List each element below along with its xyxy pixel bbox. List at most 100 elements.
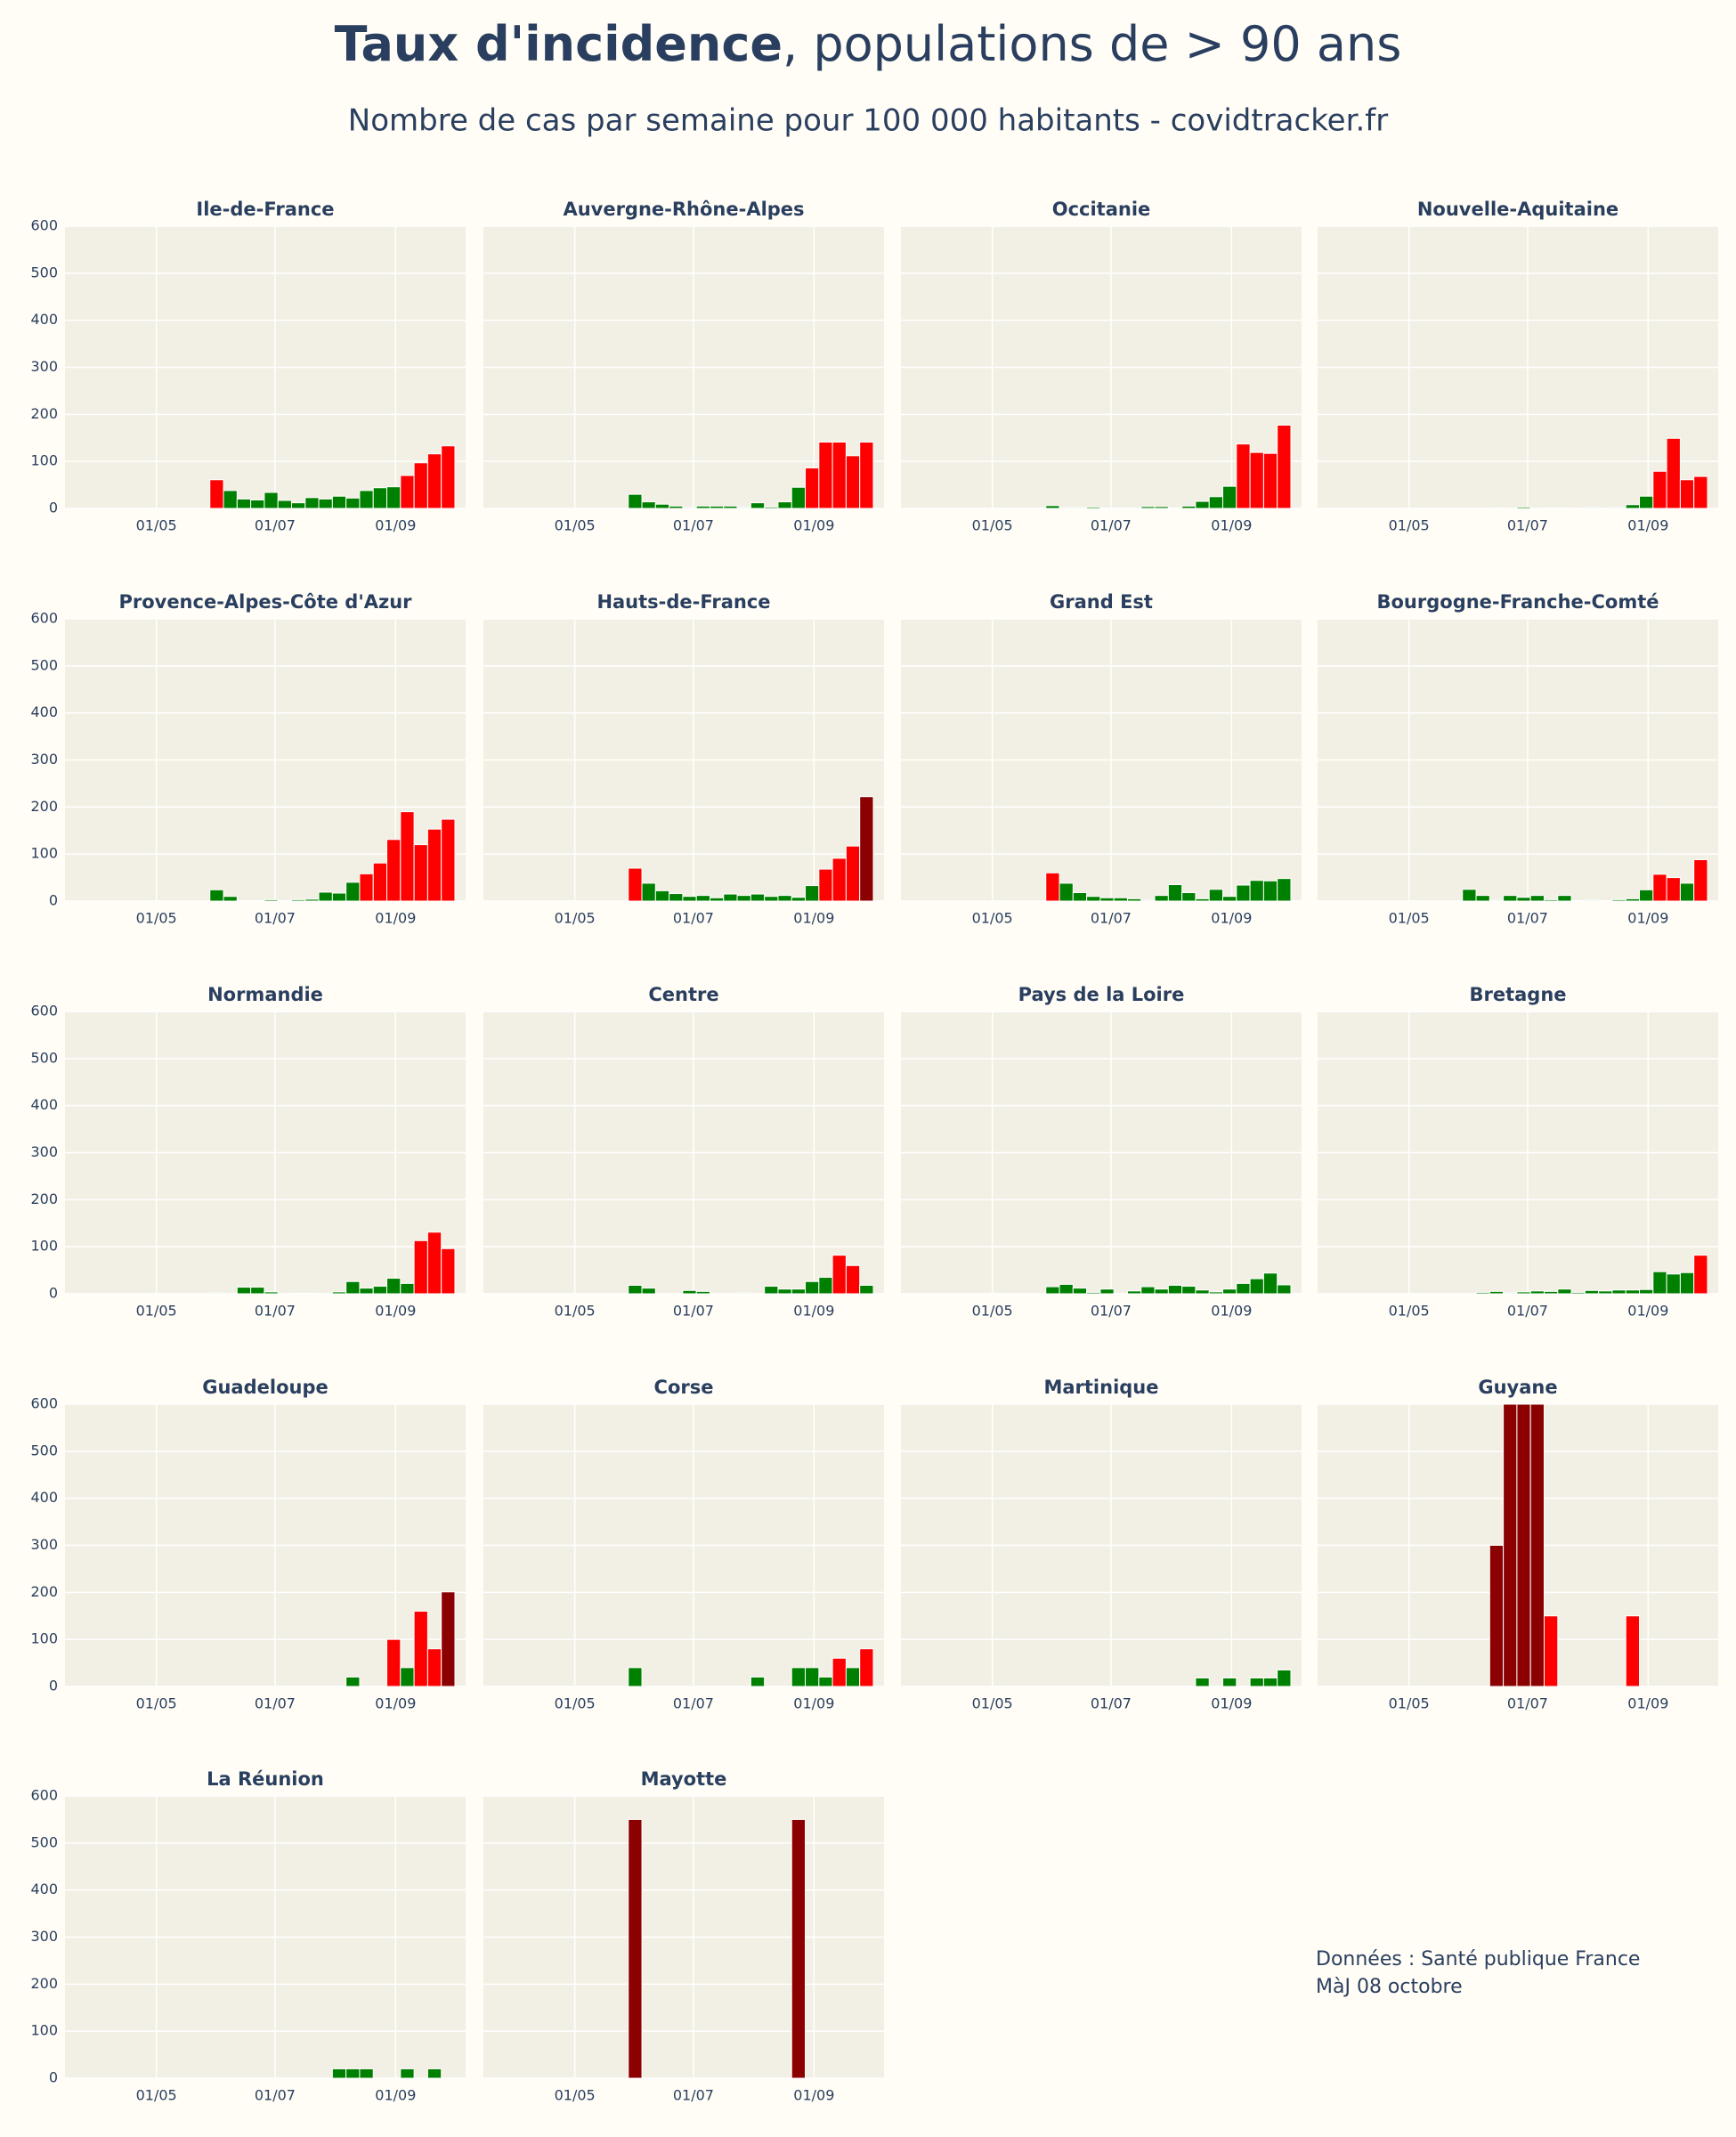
x-tick-label: 01/09 [375,1695,416,1712]
bar [1625,898,1641,902]
y-tick-label: 300 [30,1143,58,1160]
panel-title: Provence-Alpes-Côte d'Azur [118,591,412,613]
bar [386,839,402,902]
bar [236,1287,252,1295]
y-tick-label: 0 [49,892,58,909]
bar [1086,506,1101,509]
bar [1529,1290,1545,1295]
bar [641,882,656,902]
title-rest: , populations de > 90 ans [783,16,1401,72]
title-bold: Taux d'incidence [335,16,783,72]
bar [331,495,347,509]
bar [1557,895,1572,902]
bar [372,862,388,902]
x-tick-label: 01/05 [136,910,177,927]
x-tick-label: 01/07 [673,2087,714,2104]
bar [818,868,833,902]
bar [1208,496,1224,509]
x-tick-label: 01/09 [793,517,834,534]
bar [805,467,820,509]
bar [723,505,738,509]
bar [209,1292,224,1295]
x-tick-label: 01/07 [255,910,296,927]
bar [359,873,374,902]
bar [1277,424,1292,509]
bar [695,1290,710,1295]
bar [1462,889,1477,902]
bar [290,502,306,509]
bar [831,1657,847,1687]
bar [736,895,751,902]
bar [682,896,697,902]
x-tick-label: 01/05 [1389,517,1430,534]
bar [1181,891,1197,902]
bar [1489,899,1505,902]
x-tick-label: 01/09 [1211,910,1252,927]
y-tick-label: 500 [30,1833,58,1850]
bar [400,2068,415,2079]
bar [695,895,710,902]
panel-title: Mayotte [641,1768,727,1790]
bar [1625,504,1641,509]
bar [859,796,874,902]
bar [1503,895,1518,902]
x-tick-label: 01/05 [136,517,177,534]
bar [277,500,292,509]
x-tick-label: 01/07 [1091,517,1132,534]
bar [805,1667,820,1687]
bar [654,503,670,509]
bar [1693,475,1708,509]
x-tick-label: 01/09 [375,910,416,927]
y-tick-label: 400 [30,1881,58,1897]
bar [1249,1278,1264,1295]
bar [400,1667,415,1687]
bar [777,501,792,509]
bar [426,828,442,902]
x-tick-label: 01/05 [555,2087,596,2104]
bar [805,1280,820,1295]
bar [750,1676,766,1687]
y-tick-label: 600 [30,217,58,234]
bar [1666,877,1681,902]
panel-title: Corse [654,1377,714,1398]
panel-title: Guadeloupe [202,1377,328,1398]
bar [764,896,779,902]
bar [426,453,442,509]
bar [223,490,238,509]
bar [1195,1677,1210,1687]
x-tick-label: 01/07 [1507,517,1548,534]
x-tick-label: 01/07 [255,1303,296,1320]
bar [1277,1670,1292,1687]
bar [359,490,374,509]
bar [209,889,224,902]
y-tick-label: 200 [30,1583,58,1600]
bar [736,1292,751,1295]
bar [1625,1289,1641,1295]
panel-title: Grand Est [1050,591,1153,613]
y-tick-label: 300 [30,1536,58,1553]
bar [1570,1291,1586,1295]
bar [1249,880,1264,902]
footnote: MàJ 08 octobre [1316,1976,1463,1998]
bar [1181,1286,1197,1295]
bar [250,1287,265,1295]
bar [1516,1403,1531,1687]
bar [750,502,766,509]
bar [791,1288,807,1295]
bar [1584,1289,1600,1295]
page-title: Taux d'incidence, populations de > 90 an… [335,16,1402,72]
bar [413,1239,428,1295]
panel-title: Pays de la Loire [1018,984,1185,1005]
x-tick-label: 01/09 [1627,1303,1668,1320]
bar [818,1277,833,1295]
bar [372,1286,388,1295]
bar [818,442,833,509]
bar [1154,895,1169,902]
y-tick-label: 200 [30,405,58,422]
y-tick-label: 600 [30,1395,58,1412]
bar [1249,451,1264,509]
y-tick-label: 500 [30,656,58,673]
bar [818,1676,833,1687]
bar [400,811,415,902]
